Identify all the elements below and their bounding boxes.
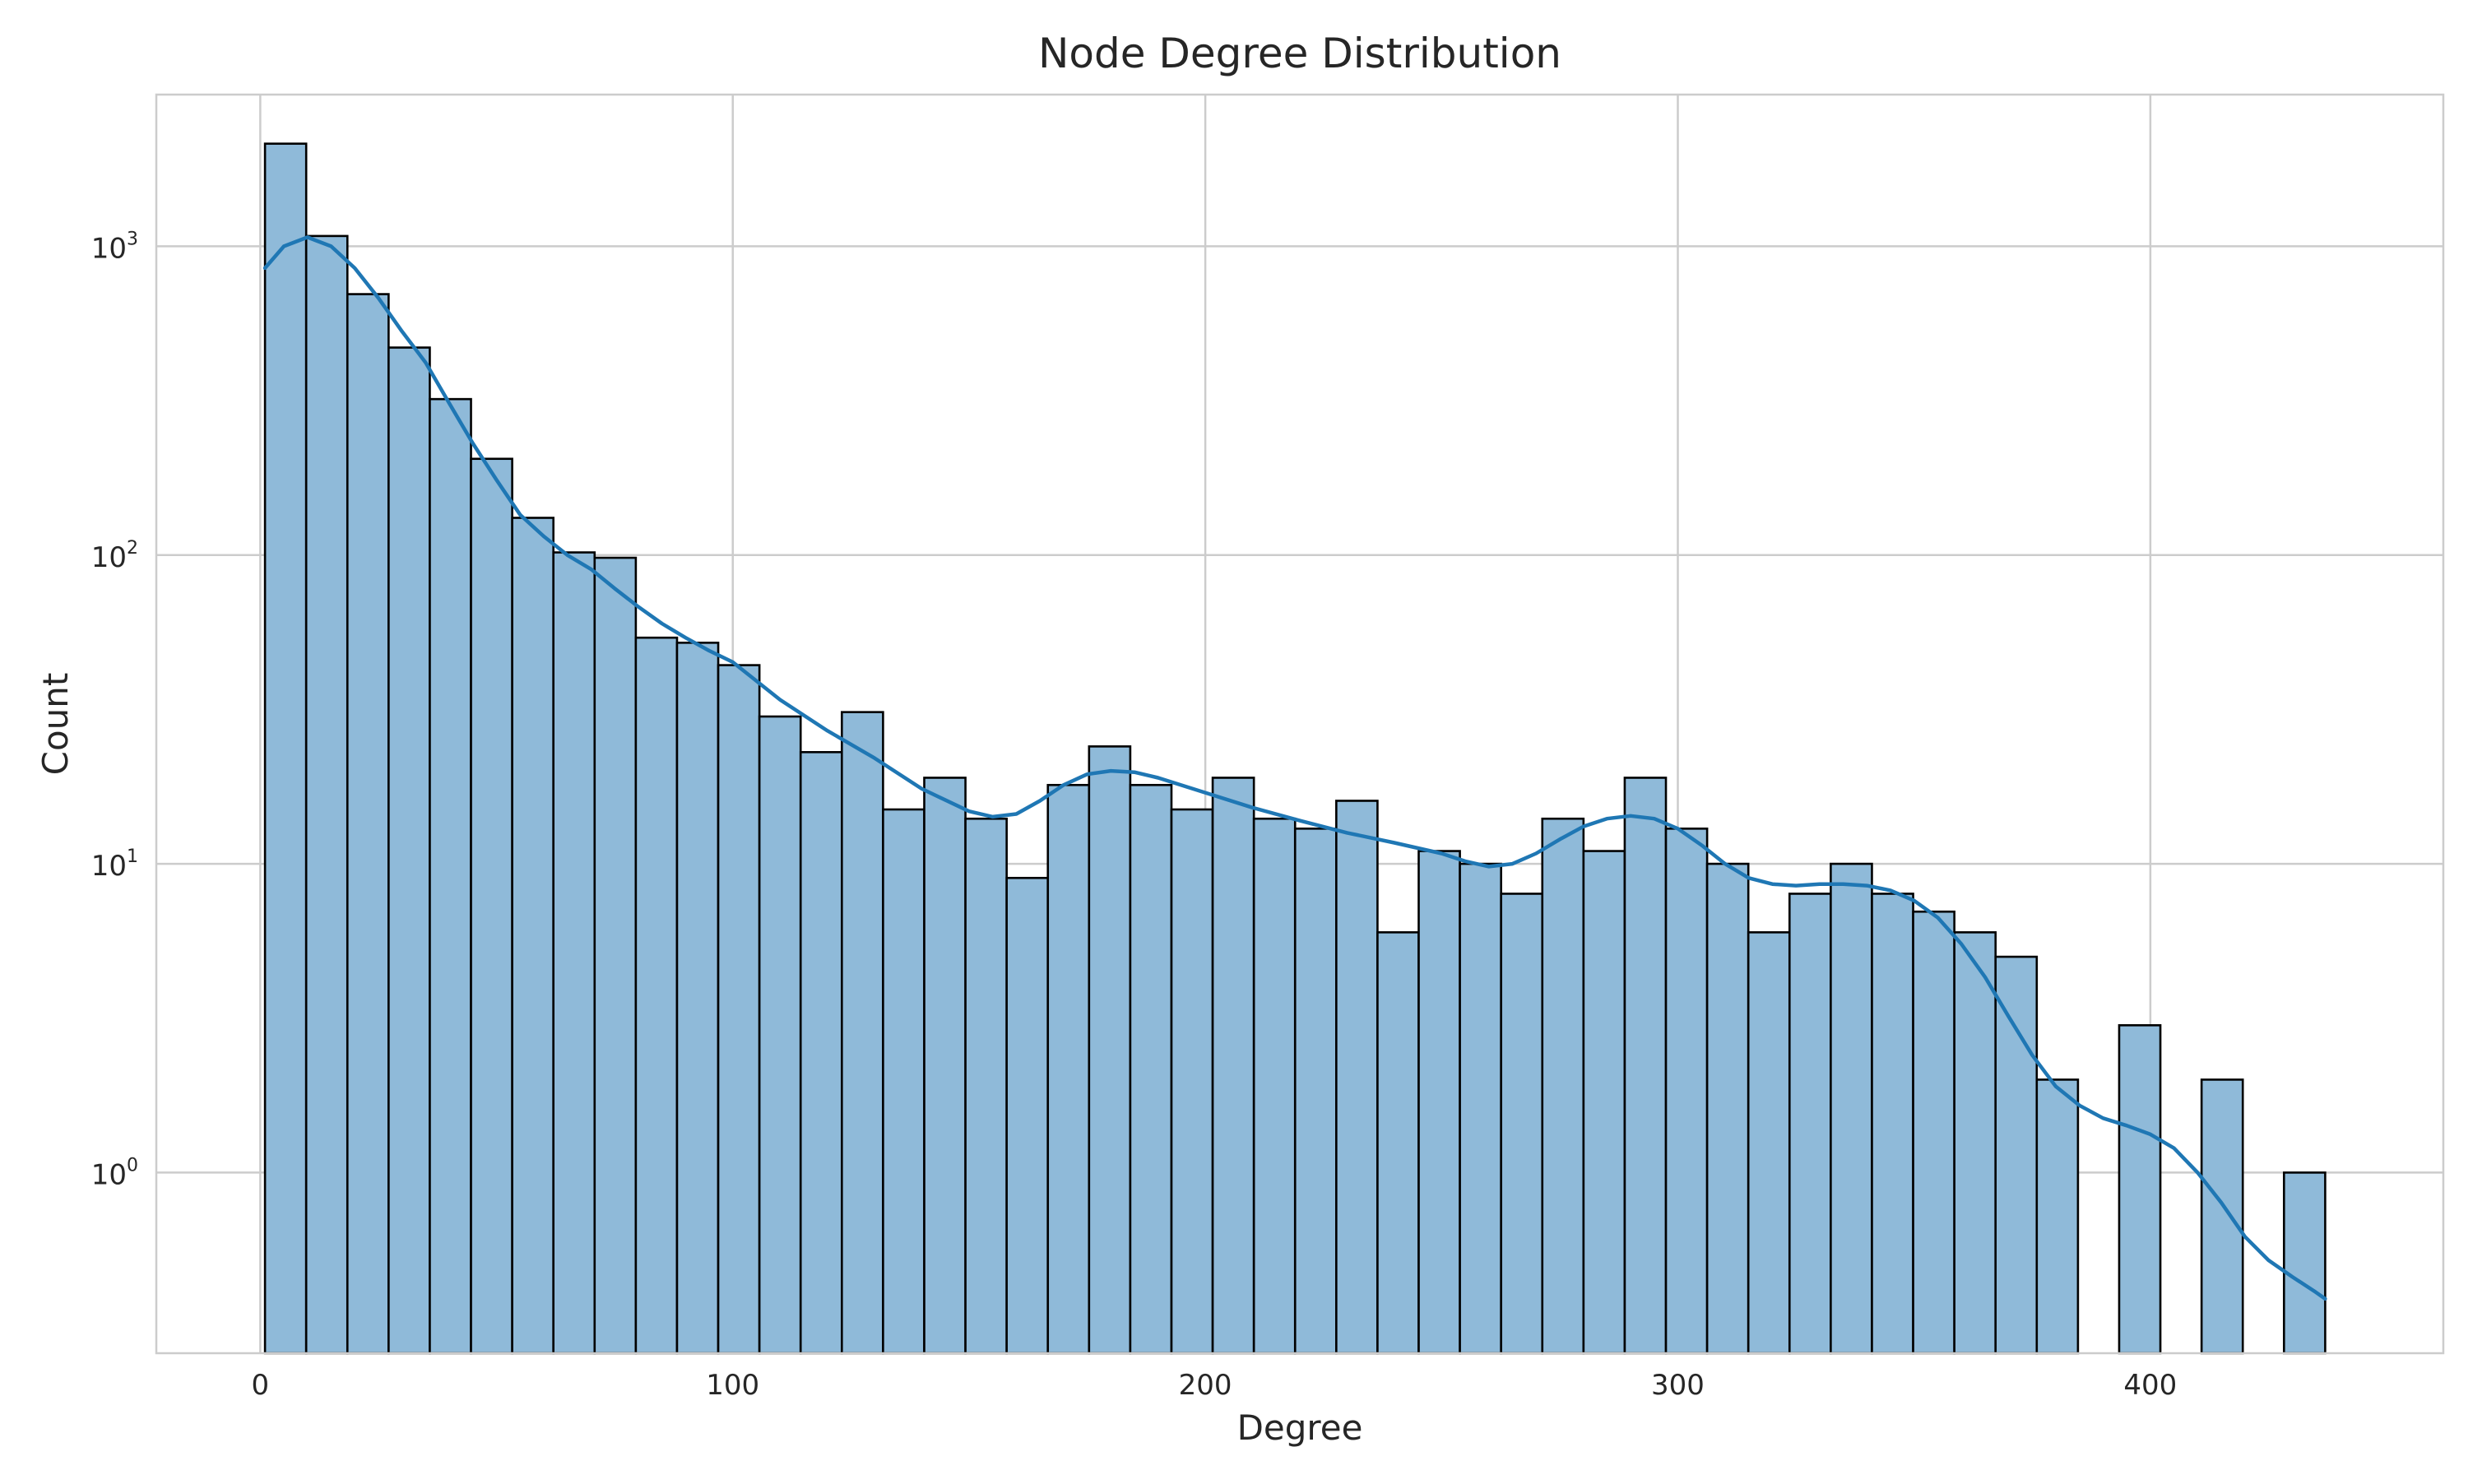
histogram-bar: [1994, 955, 2039, 1355]
x-axis-label: Degree: [1237, 1407, 1363, 1448]
histogram-bar: [1335, 800, 1379, 1355]
histogram-bar: [1747, 931, 1791, 1355]
y-tick-label: 102: [91, 538, 138, 574]
histogram-bar: [799, 751, 843, 1355]
y-tick-label: 103: [91, 229, 138, 265]
histogram-bar: [1582, 850, 1626, 1355]
histogram-bar: [387, 346, 431, 1355]
histogram-bar: [675, 642, 720, 1355]
histogram-bar: [1376, 931, 1420, 1355]
x-tick-label: 300: [1651, 1369, 1705, 1402]
y-axis-label: Count: [35, 673, 76, 776]
histogram-bar: [1211, 777, 1255, 1355]
histogram-bar: [1664, 828, 1709, 1355]
histogram-bar: [1170, 808, 1214, 1355]
ticks-layer: 0 100 200 300 400 100 101 102 103: [91, 229, 2178, 1402]
histogram-bar: [964, 817, 1008, 1355]
histogram-bar: [304, 234, 349, 1355]
histogram-bar: [429, 397, 472, 1355]
y-tick-label: 101: [91, 846, 138, 883]
x-tick-label: 0: [252, 1369, 270, 1402]
kde-layer: [262, 235, 2327, 1301]
histogram-bar: [2035, 1078, 2080, 1355]
histogram-bar: [552, 551, 596, 1355]
bars-layer: [263, 142, 2327, 1355]
histogram-bar: [1623, 777, 1668, 1355]
histogram-bar: [593, 556, 638, 1355]
histogram-bar: [2283, 1171, 2327, 1355]
x-tick-label: 100: [706, 1369, 759, 1402]
histogram-bar: [1912, 910, 1955, 1355]
histogram-bar: [634, 636, 679, 1355]
histogram-bar: [1871, 893, 1914, 1355]
histogram-bar: [470, 457, 513, 1355]
histogram-bar: [1252, 817, 1297, 1355]
histogram-bar: [717, 664, 761, 1355]
histogram-bar: [263, 142, 308, 1355]
chart-title: Node Degree Distribution: [1038, 30, 1561, 77]
histogram-bar: [758, 715, 802, 1355]
histogram-bar: [1788, 893, 1832, 1355]
plot-frame: [155, 93, 2445, 1355]
histogram-bar: [1046, 783, 1091, 1355]
histogram-bar: [1953, 931, 1997, 1355]
histogram-bar: [1417, 850, 1461, 1355]
x-tick-label: 400: [2123, 1369, 2177, 1402]
spines-layer: [155, 93, 2445, 1355]
histogram-bar: [841, 711, 884, 1355]
histogram-bar: [2118, 1024, 2162, 1355]
histogram-bar: [1129, 783, 1173, 1355]
histogram-bar: [1830, 862, 1873, 1355]
kde-line: [262, 235, 2327, 1301]
histogram-bar: [1293, 828, 1338, 1355]
histogram-bar: [882, 808, 926, 1355]
histogram-bar: [1088, 745, 1132, 1355]
histogram-bar: [1005, 876, 1050, 1355]
x-tick-label: 200: [1179, 1369, 1232, 1402]
histogram-bar: [2200, 1078, 2244, 1355]
histogram-bar: [1705, 862, 1750, 1355]
histogram-bar: [1500, 893, 1544, 1355]
y-tick-label: 100: [91, 1155, 138, 1191]
histogram-bar: [346, 293, 390, 1355]
histogram-bar: [923, 777, 967, 1355]
histogram-bar: [511, 517, 555, 1355]
histogram-bar: [1459, 862, 1502, 1355]
histogram-bar: [1541, 817, 1585, 1355]
